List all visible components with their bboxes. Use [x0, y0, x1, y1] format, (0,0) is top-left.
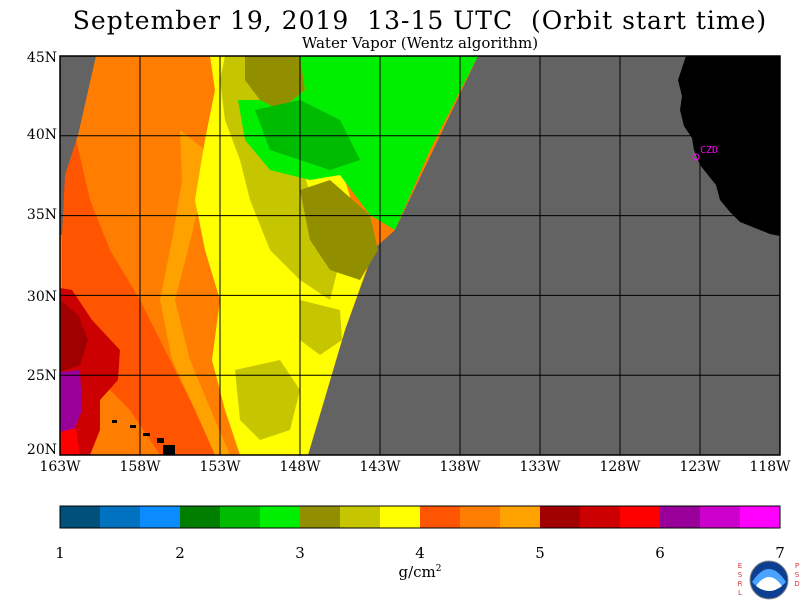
lon-label-153w: 153W: [199, 459, 241, 475]
colorbar-cell: [500, 506, 541, 528]
colorbar-cell: [620, 506, 661, 528]
lat-label-20n: 20N: [26, 442, 57, 458]
noaa-logo-wave: [756, 577, 782, 591]
colorbar-cell: [140, 506, 181, 528]
colorbar-units-superscript: 2: [435, 564, 442, 574]
colorbar-cell: [460, 506, 501, 528]
city-marker: [692, 153, 700, 161]
esrl-letters: E S R L: [736, 562, 744, 598]
colorbar-tick-6: 6: [655, 544, 665, 562]
colorbar-tick-2: 2: [175, 544, 185, 562]
esrl-letter: S: [737, 571, 743, 579]
lon-label-138w: 138W: [439, 459, 481, 475]
colorbar-cell: [540, 506, 581, 528]
lon-label-143w: 143W: [359, 459, 401, 475]
psd-letter: P: [794, 562, 800, 570]
swath-region-purple: [60, 370, 82, 432]
city-marker-icon: [692, 153, 700, 161]
lon-label-158w: 158W: [119, 459, 161, 475]
swath-region-dark-red: [60, 300, 88, 372]
colorbar-cell: [420, 506, 461, 528]
lon-label-148w: 148W: [279, 459, 321, 475]
colorbar-cell: [180, 506, 221, 528]
lat-label-45n: 45N: [26, 50, 57, 66]
swath-west-nodata: [60, 56, 96, 235]
colorbar-cell: [100, 506, 141, 528]
map-frame: [59, 55, 781, 456]
colorbar-cell: [340, 506, 381, 528]
colorbar-cell: [580, 506, 621, 528]
colorbar-tick-7: 7: [775, 544, 785, 562]
swath-region-olive-light-2: [235, 360, 300, 440]
colorbar-tick-5: 5: [535, 544, 545, 562]
colorbar-cell: [220, 506, 261, 528]
lat-label-25n: 25N: [26, 368, 57, 384]
psd-letter: S: [794, 571, 800, 579]
colorbar-units: g/cm2: [360, 563, 480, 581]
psd-letters: P S D: [793, 562, 800, 589]
california-coast: [678, 56, 780, 236]
lon-label-128w: 128W: [599, 459, 641, 475]
swath-region-olive-light-3: [300, 300, 342, 355]
esrl-letter: E: [737, 562, 743, 570]
colorbar-tick-3: 3: [295, 544, 305, 562]
colorbar-units-text: g/cm: [398, 563, 436, 581]
colorbar-cell: [740, 506, 781, 528]
swath-region-green-dark: [255, 100, 360, 170]
lon-label-118w: 118W: [749, 459, 791, 475]
lon-label-133w: 133W: [519, 459, 561, 475]
swath-band-light-orange: [160, 130, 230, 455]
colorbar-cell: [300, 506, 341, 528]
esrl-letter: L: [738, 589, 742, 597]
esrl-letter: R: [737, 580, 743, 588]
colorbar-cell: [260, 506, 301, 528]
colorbar-tick-4: 4: [415, 544, 425, 562]
hawaii-islands: [112, 420, 175, 455]
lat-label-40n: 40N: [26, 127, 57, 143]
psd-letter: D: [794, 580, 800, 588]
island-maui: [157, 438, 164, 443]
colorbar-cell: [700, 506, 741, 528]
island-kauai: [112, 420, 117, 423]
satellite-swath: [60, 56, 478, 455]
colorbar: [60, 506, 781, 528]
lon-label-123w: 123W: [679, 459, 721, 475]
colorbar-cell: [660, 506, 701, 528]
map-title: September 19, 2019 13-15 UTC (Orbit star…: [72, 6, 768, 35]
colorbar-cell: [60, 506, 101, 528]
lon-label-163w: 163W: [39, 459, 81, 475]
noaa-logo: [749, 560, 789, 600]
swath-region-olive-dark: [245, 56, 305, 110]
island-molokai: [143, 433, 150, 436]
colorbar-cell: [380, 506, 421, 528]
lat-label-30n: 30N: [26, 289, 57, 305]
lat-label-35n: 35N: [26, 207, 57, 223]
map-subtitle: Water Vapor (Wentz algorithm): [301, 34, 539, 52]
swath-region-olive-dark-2: [300, 180, 378, 280]
colorbar-tick-1: 1: [55, 544, 65, 562]
land-mass: [678, 56, 780, 236]
city-label-czd: CZD: [700, 145, 719, 156]
island-hawaii: [163, 445, 175, 455]
swath-region-bright-red: [60, 428, 80, 455]
island-oahu: [130, 425, 136, 428]
colorbar-frame: [59, 505, 781, 529]
swath-region-green: [238, 56, 478, 230]
